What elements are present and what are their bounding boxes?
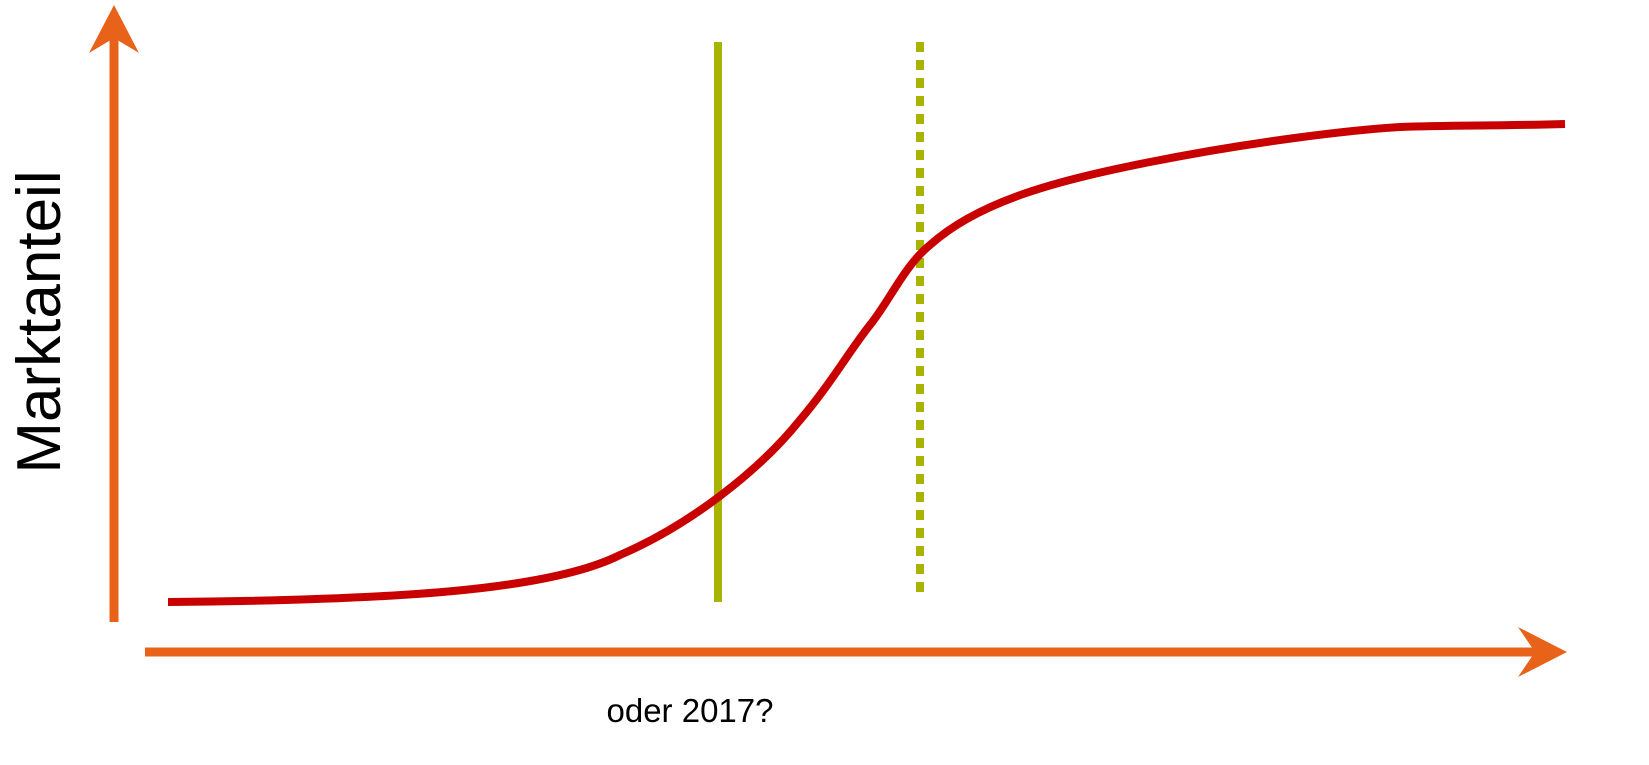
s-curve [167,120,1566,606]
x-axis-arrowhead [1518,627,1567,677]
y-axis-arrowhead [89,5,139,53]
x-axis-label: oder 2017? [607,692,774,729]
y-axis-label: Marktanteil [5,170,74,473]
